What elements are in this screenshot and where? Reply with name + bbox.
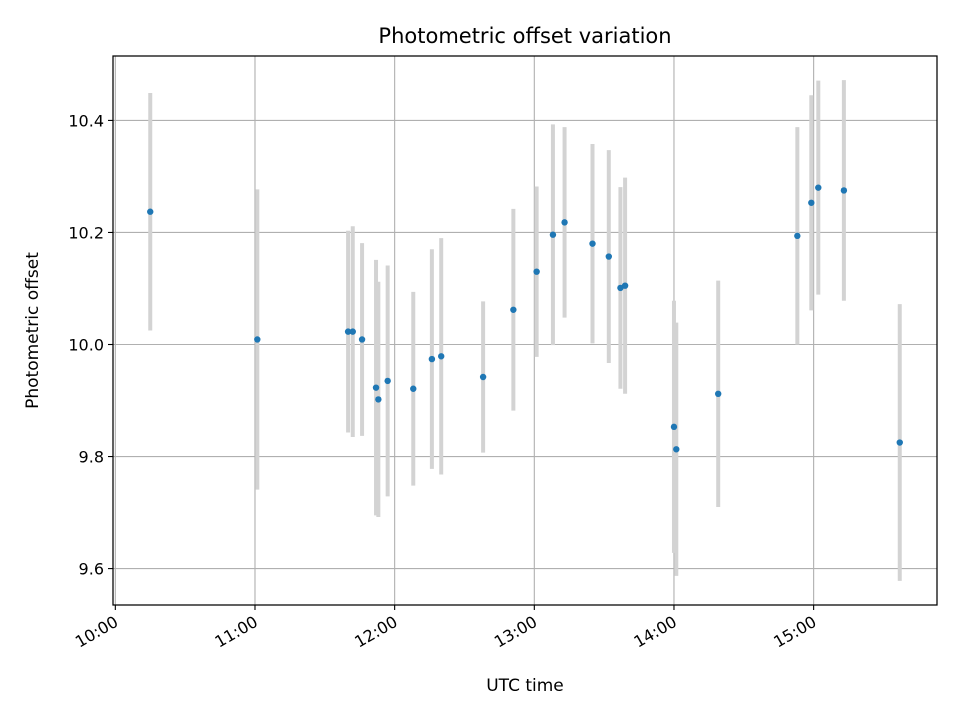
- data-point: [840, 187, 848, 194]
- data-point: [375, 396, 382, 403]
- y-tick-label: 9.6: [79, 560, 104, 579]
- data-point: [561, 219, 568, 226]
- point-layer: [147, 184, 903, 453]
- data-point: [794, 232, 801, 240]
- data-point: [815, 184, 822, 191]
- data-point: [510, 306, 517, 313]
- y-tick-label: 9.8: [79, 448, 104, 467]
- data-point: [670, 423, 678, 431]
- data-point: [808, 199, 815, 206]
- y-tick-label: 10.2: [68, 223, 104, 242]
- data-point: [410, 385, 417, 392]
- y-axis-title: Photometric offset: [23, 252, 43, 409]
- plot-frame: [112, 55, 938, 606]
- data-point: [344, 328, 352, 335]
- data-point: [358, 336, 366, 343]
- data-point: [714, 390, 722, 398]
- data-point: [673, 446, 680, 453]
- y-tick-label: 10.4: [68, 111, 104, 130]
- data-point: [605, 253, 612, 260]
- data-point: [896, 439, 903, 446]
- data-point: [372, 384, 380, 391]
- chart-title: Photometric offset variation: [378, 24, 671, 48]
- data-point: [254, 336, 261, 343]
- y-tick-label: 10.0: [68, 336, 104, 355]
- data-point: [438, 353, 445, 360]
- data-point: [533, 268, 540, 275]
- data-point: [428, 355, 436, 363]
- data-point: [549, 231, 557, 238]
- data-point: [147, 208, 154, 215]
- data-point: [621, 282, 629, 289]
- data-point: [349, 328, 356, 335]
- data-point: [479, 373, 487, 381]
- x-axis-title: UTC time: [486, 676, 564, 696]
- data-point: [589, 240, 596, 247]
- data-point: [384, 377, 391, 385]
